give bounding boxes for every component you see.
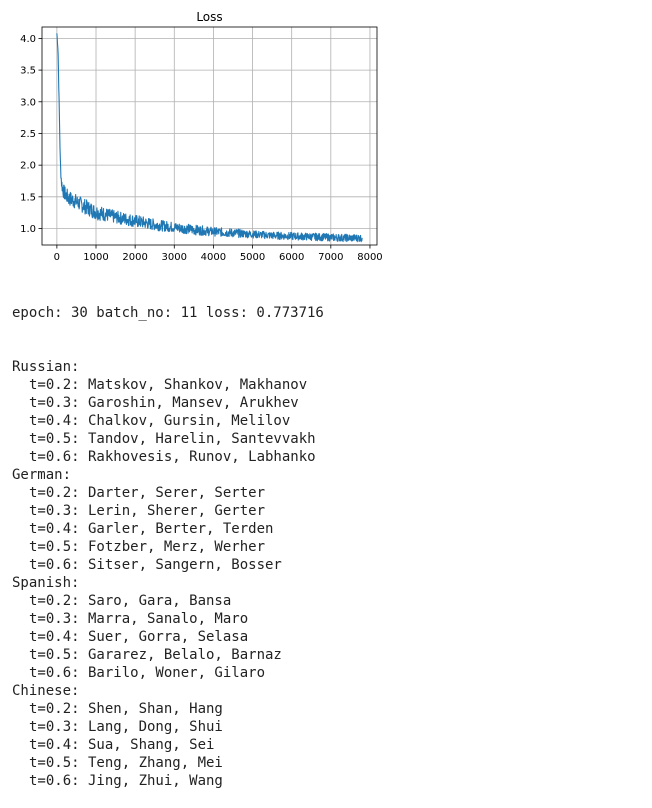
x-tick-label: 4000 xyxy=(201,252,226,262)
sample-line: t=0.5: Teng, Zhang, Mei xyxy=(29,755,223,771)
sample-line: t=0.6: Jing, Zhui, Wang xyxy=(29,773,223,789)
x-tick-label: 1000 xyxy=(83,252,108,262)
x-tick-label: 3000 xyxy=(162,252,187,262)
sample-line: t=0.2: Saro, Gara, Bansa xyxy=(29,593,232,609)
sample-line: t=0.4: Chalkov, Gursin, Melilov xyxy=(29,413,291,429)
sample-line: t=0.2: Shen, Shan, Hang xyxy=(29,701,223,717)
y-tick-label: 3.0 xyxy=(20,97,36,108)
loss-series-line xyxy=(56,33,363,243)
language-heading: German: xyxy=(12,467,72,483)
sample-line: t=0.5: Fotzber, Merz, Werher xyxy=(29,539,266,555)
sample-line: t=0.2: Darter, Serer, Serter xyxy=(29,485,266,501)
x-tick-label: 5000 xyxy=(240,252,265,262)
sample-line: t=0.3: Garoshin, Mansev, Arukhev xyxy=(29,395,299,411)
chart-ticks: 0 1000 2000 3000 4000 5000 6000 7000 8000 1.0 1.5 2… xyxy=(20,34,383,262)
y-tick-label: 1.0 xyxy=(20,224,36,235)
sample-line: t=0.4: Garler, Berter, Terden xyxy=(29,521,274,537)
plot-frame xyxy=(41,26,378,246)
x-tick-label: 0 xyxy=(54,252,60,262)
language-heading: Spanish: xyxy=(12,575,80,591)
sample-line: t=0.5: Gararez, Belalo, Barnaz xyxy=(29,647,282,663)
sample-line: t=0.3: Lang, Dong, Shui xyxy=(29,719,223,735)
training-status: epoch: 30 batch_no: 11 loss: 0.773716 xyxy=(12,305,324,321)
chart-series xyxy=(56,33,363,243)
sample-line: t=0.5: Tandov, Harelin, Santevvakh xyxy=(29,431,316,447)
y-tick-label: 3.5 xyxy=(20,66,36,77)
chart-grid xyxy=(42,27,377,245)
sample-line: t=0.2: Matskov, Shankov, Makhanov xyxy=(29,377,308,393)
sample-line: t=0.4: Suer, Gorra, Selasa xyxy=(29,629,249,645)
language-heading: Chinese: xyxy=(12,683,80,699)
x-tick-label: 7000 xyxy=(318,252,343,262)
sample-line: t=0.6: Sitser, Sangern, Bosser xyxy=(29,557,282,573)
y-tick-label: 4.0 xyxy=(20,34,36,45)
loss-chart: Loss 0 1000 2000 3000 4000 5000 6000 7000 8000 1.… xyxy=(20,10,383,262)
sample-line: t=0.6: Rakhovesis, Runov, Labhanko xyxy=(29,449,316,465)
output-console: epoch: 30 batch_no: 11 loss: 0.773716 Ru… xyxy=(12,268,324,808)
y-tick-label: 2.0 xyxy=(20,161,36,172)
y-tick-label: 2.5 xyxy=(20,129,36,140)
x-tick-label: 6000 xyxy=(279,252,304,262)
chart-title: Loss xyxy=(196,10,222,24)
sample-line: t=0.6: Barilo, Woner, Gilaro xyxy=(29,665,266,681)
sample-line: t=0.4: Sua, Shang, Sei xyxy=(29,737,215,753)
x-tick-label: 8000 xyxy=(357,252,382,262)
language-heading: Russian: xyxy=(12,359,80,375)
sample-groups: Russian: t=0.2: Matskov, Shankov, Makhano… xyxy=(12,358,324,790)
sample-line: t=0.3: Marra, Sanalo, Maro xyxy=(29,611,249,627)
sample-line: t=0.3: Lerin, Sherer, Gerter xyxy=(29,503,266,519)
x-tick-label: 2000 xyxy=(122,252,147,262)
y-tick-label: 1.5 xyxy=(20,192,36,203)
